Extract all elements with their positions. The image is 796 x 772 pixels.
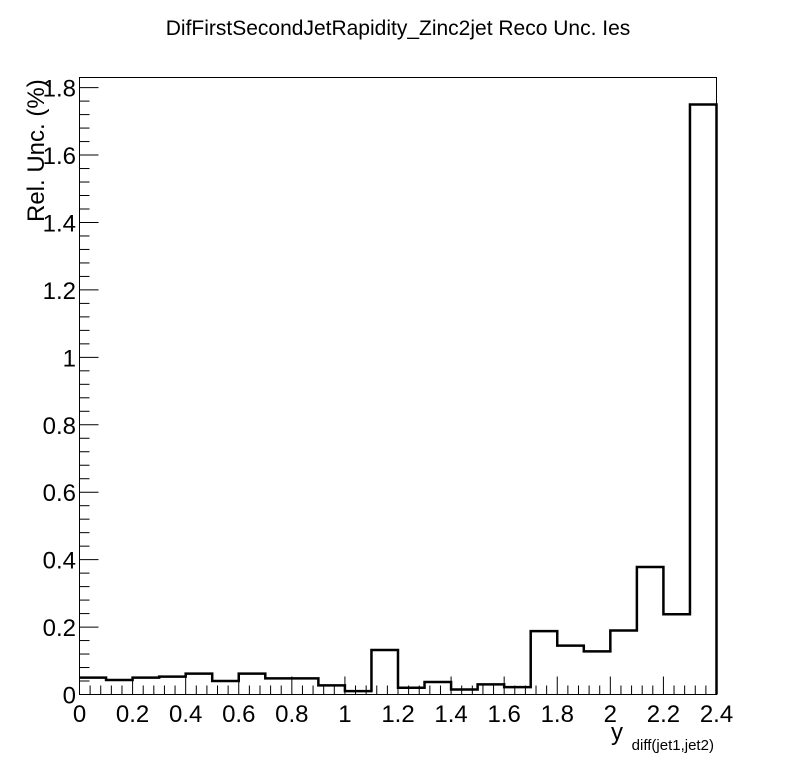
y-tick-labels: 0 0.2 0.4 0.6 0.8 1 1.2 1.4 1.6 1.8 xyxy=(43,76,76,710)
x-axis-label-subscript: diff(jet1,jet2) xyxy=(632,737,714,754)
y-tick-label: 1.8 xyxy=(43,76,76,103)
x-tick-label: 0.8 xyxy=(275,701,308,728)
y-tick-label: 1.4 xyxy=(43,210,76,237)
plot-frame xyxy=(79,77,717,695)
x-tick-labels: 0 0.2 0.4 0.6 0.8 1 1.2 1.4 1.6 1.8 2 2.2 2.4 xyxy=(73,701,733,728)
x-tick-label: 1 xyxy=(338,701,351,728)
x-tick-label: 2 xyxy=(604,701,617,728)
y-tick-label: 0.6 xyxy=(43,480,76,507)
chart-title: DifFirstSecondJetRapidity_Zinc2jet Reco … xyxy=(166,17,631,40)
x-axis-label: y diff(jet1,jet2) xyxy=(611,719,714,754)
y-tick-label: 0.8 xyxy=(43,413,76,440)
y-tick-label: 1.2 xyxy=(43,278,76,305)
y-tick-label: 0.2 xyxy=(43,615,76,642)
y-tick-label: 0.4 xyxy=(43,548,76,575)
y-tick-label: 1 xyxy=(63,345,76,372)
x-tick-label: 0 xyxy=(73,701,86,728)
x-tick-label: 0.4 xyxy=(169,701,202,728)
histogram-series-line xyxy=(79,103,718,695)
y-tick-label: 1.6 xyxy=(43,143,76,170)
x-tick-label: 0.6 xyxy=(222,701,255,728)
x-tick-label: 0.2 xyxy=(116,701,149,728)
x-axis-label-main: y xyxy=(611,719,623,746)
x-tick-label: 2.4 xyxy=(700,701,733,728)
y-axis-label: Rel. Unc. (%) xyxy=(23,79,50,222)
x-tick-label: 2.2 xyxy=(647,701,680,728)
x-tick-label: 1.4 xyxy=(434,701,467,728)
x-tick-label: 1.8 xyxy=(541,701,574,728)
axis-ticks xyxy=(79,87,717,695)
x-tick-label: 1.6 xyxy=(487,701,520,728)
x-tick-label: 1.2 xyxy=(381,701,414,728)
y-tick-label: 0 xyxy=(63,683,76,710)
